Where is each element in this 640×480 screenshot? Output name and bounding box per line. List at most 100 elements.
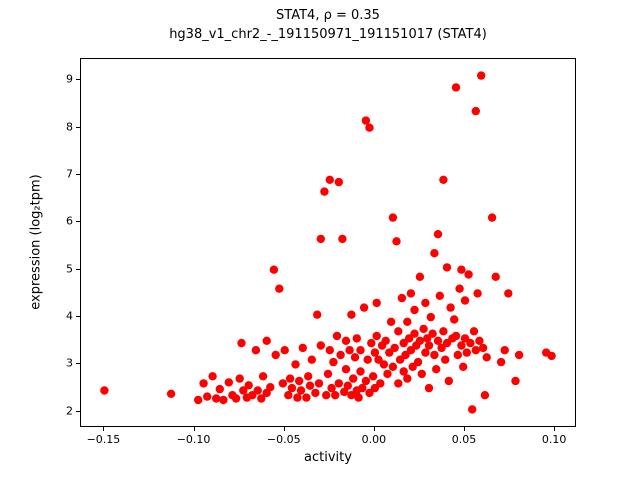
data-point — [203, 392, 212, 401]
data-point — [437, 343, 446, 353]
x-tick-mark — [193, 427, 195, 431]
data-point — [457, 265, 466, 274]
data-point — [334, 379, 343, 388]
data-point — [381, 336, 390, 345]
data-point — [451, 83, 461, 92]
data-point — [466, 338, 475, 348]
data-point — [403, 374, 412, 383]
data-point — [410, 329, 419, 338]
y-tick-label: 5 — [66, 262, 73, 276]
data-point — [166, 389, 176, 398]
data-point — [450, 315, 459, 324]
data-point — [408, 362, 417, 371]
data-point — [444, 376, 453, 386]
data-point — [473, 289, 482, 298]
data-point — [547, 351, 556, 361]
data-point — [322, 391, 331, 400]
data-point — [356, 367, 365, 376]
data-point — [266, 383, 275, 392]
data-point — [356, 346, 365, 355]
x-axis-label: activity — [304, 450, 352, 465]
chart-title-line-1: STAT4, ρ = 0.35 — [276, 8, 380, 23]
data-point — [435, 291, 444, 300]
data-point — [446, 303, 455, 312]
data-point — [325, 346, 334, 355]
data-point — [352, 334, 361, 343]
x-tick-label: −0.10 — [176, 433, 211, 446]
data-point — [199, 379, 208, 388]
data-point — [358, 383, 367, 393]
data-point — [251, 346, 261, 355]
data-point — [421, 348, 430, 357]
data-point — [367, 338, 376, 348]
data-point — [285, 374, 295, 383]
data-point — [462, 348, 471, 357]
data-point — [460, 334, 470, 343]
data-point — [386, 317, 396, 326]
data-point — [212, 394, 221, 403]
data-point — [451, 331, 461, 341]
data-point — [511, 376, 520, 386]
data-point — [475, 336, 484, 345]
data-point — [433, 230, 443, 239]
data-point — [347, 310, 356, 319]
data-point — [313, 310, 322, 319]
data-point — [305, 381, 315, 390]
data-point — [311, 388, 320, 398]
data-point — [365, 388, 374, 398]
data-point — [406, 289, 416, 298]
data-point — [477, 71, 486, 80]
data-point — [248, 391, 257, 400]
data-point — [469, 327, 479, 336]
y-tick-label: 7 — [66, 167, 73, 181]
data-point — [424, 341, 434, 350]
data-point — [496, 357, 506, 367]
data-point — [231, 394, 241, 403]
data-point — [278, 379, 288, 388]
y-tick-mark — [76, 174, 80, 176]
data-point — [316, 234, 325, 244]
data-point — [334, 177, 343, 187]
data-point — [237, 338, 246, 348]
scatter-canvas — [100, 71, 556, 414]
data-point — [350, 353, 360, 362]
data-point — [428, 329, 437, 338]
data-point — [376, 379, 385, 388]
data-point — [457, 341, 466, 350]
data-point — [433, 336, 443, 345]
data-point — [314, 379, 324, 388]
data-point — [410, 305, 419, 315]
data-point — [439, 175, 448, 184]
data-point — [370, 383, 380, 393]
y-tick-label: 9 — [66, 72, 73, 86]
data-point — [453, 350, 462, 360]
y-tick-label: 3 — [66, 356, 73, 370]
data-point — [307, 355, 316, 364]
data-point — [219, 395, 228, 405]
data-point — [280, 346, 289, 355]
data-point — [215, 384, 224, 394]
data-point — [338, 234, 347, 244]
data-point — [379, 360, 389, 369]
data-point — [345, 346, 354, 355]
data-point — [347, 391, 356, 400]
data-point — [383, 369, 392, 379]
y-axis-label: expression (log₂tpm) — [28, 174, 44, 310]
data-point — [331, 391, 340, 400]
x-tick-mark — [103, 427, 105, 431]
data-point — [397, 293, 407, 303]
y-tick-mark — [76, 268, 80, 270]
data-point — [471, 346, 480, 355]
data-point — [399, 367, 408, 376]
x-tick-label: 0.05 — [451, 433, 477, 446]
data-point — [459, 362, 468, 371]
data-point — [341, 336, 351, 345]
data-point — [295, 376, 304, 386]
data-point — [370, 348, 380, 357]
data-point — [329, 357, 338, 367]
data-point — [385, 348, 394, 357]
data-point — [257, 394, 266, 403]
data-point — [500, 346, 509, 355]
data-point — [244, 381, 253, 390]
